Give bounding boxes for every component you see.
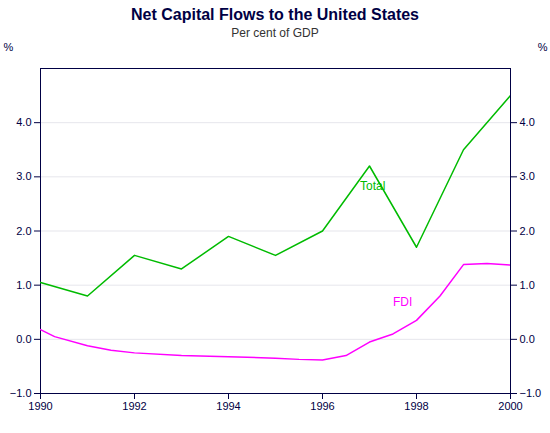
svg-text:0.0: 0.0	[520, 333, 535, 345]
svg-text:%: %	[4, 41, 14, 53]
svg-text:0.0: 0.0	[16, 333, 31, 345]
svg-text:1994: 1994	[216, 400, 240, 412]
svg-text:4.0: 4.0	[16, 116, 31, 128]
svg-text:3.0: 3.0	[16, 170, 31, 182]
svg-text:3.0: 3.0	[520, 170, 535, 182]
svg-text:2.0: 2.0	[520, 225, 535, 237]
svg-text:−1.0: −1.0	[520, 387, 542, 399]
svg-text:1.0: 1.0	[16, 279, 31, 291]
svg-text:%: %	[538, 41, 548, 53]
html-text:Net Capital Flows to the Unite: Net Capital Flows to the United States	[131, 6, 419, 23]
svg-text:1996: 1996	[310, 400, 334, 412]
svg-text:1.0: 1.0	[520, 279, 535, 291]
svg-text:4.0: 4.0	[520, 116, 535, 128]
svg-text:1990: 1990	[28, 400, 52, 412]
svg-text:2.0: 2.0	[16, 225, 31, 237]
svg-text:1992: 1992	[122, 400, 146, 412]
svg-text:2000: 2000	[498, 400, 522, 412]
svg-text:FDI: FDI	[393, 295, 412, 309]
svg-text:Total: Total	[360, 179, 385, 193]
svg-text:1998: 1998	[404, 400, 428, 412]
svg-text:−1.0: −1.0	[10, 387, 32, 399]
html-text:Per cent of GDP: Per cent of GDP	[231, 26, 319, 40]
